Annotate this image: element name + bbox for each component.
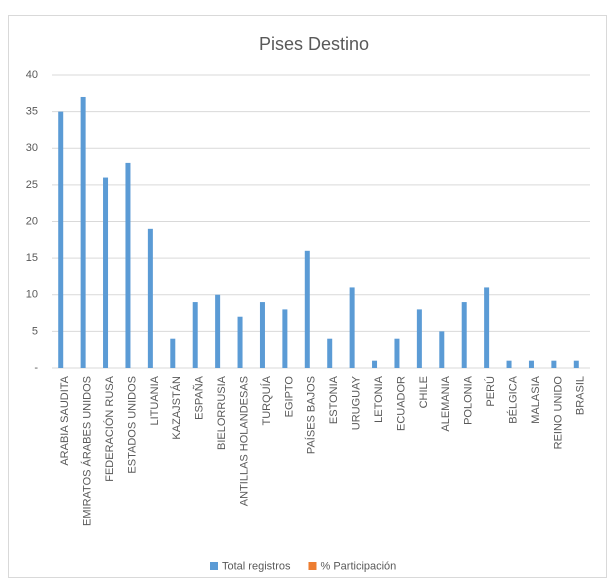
bar — [416, 309, 422, 368]
bar — [327, 338, 333, 368]
x-tick-label: ESTONIA — [328, 375, 340, 424]
bar — [80, 96, 86, 368]
bar — [461, 302, 467, 368]
x-tick-label: ARABIA SAUDITA — [59, 375, 71, 465]
bar — [439, 331, 445, 368]
x-tick-label: BIELORRUSIA — [216, 375, 228, 450]
legend-swatch — [308, 562, 317, 570]
y-tick-label: - — [34, 362, 38, 374]
bar — [372, 360, 378, 368]
x-tick-label: BRASIL — [575, 376, 587, 415]
y-tick-label: 5 — [32, 325, 38, 337]
bar — [506, 360, 512, 368]
x-tick-label: TURQUÍA — [260, 375, 273, 425]
bar — [192, 302, 198, 368]
x-tick-label: EGIPTO — [283, 376, 295, 418]
y-tick-label: 15 — [26, 252, 38, 264]
x-tick-label: LITUANIA — [149, 375, 161, 425]
x-tick-label: ANTILLAS HOLANDESAS — [238, 376, 250, 506]
bar — [147, 228, 153, 368]
y-tick-label: 20 — [26, 215, 38, 227]
bar — [215, 294, 221, 368]
bar — [528, 360, 534, 368]
x-tick-label: URUGUAY — [351, 375, 363, 430]
x-tick-label: CHILE — [418, 376, 430, 408]
legend-swatch — [210, 562, 218, 570]
bar — [237, 316, 243, 368]
x-tick-label: ECUADOR — [395, 376, 407, 431]
legend-label: % Participación — [320, 560, 396, 572]
bar — [349, 287, 355, 368]
bar — [282, 309, 288, 368]
bar — [58, 111, 64, 368]
x-tick-label: PAÍSES BAJOS — [305, 376, 318, 454]
legend-label: Total registros — [222, 560, 291, 572]
x-tick-label: FEDERACIÓN RUSA — [103, 375, 116, 481]
chart-title: Pises Destino — [259, 34, 369, 54]
x-tick-label: REINO UNIDO — [552, 376, 564, 450]
x-tick-label: ESPAÑA — [193, 375, 206, 419]
y-tick-label: 40 — [26, 69, 38, 81]
bar — [259, 302, 265, 368]
bar — [170, 338, 176, 368]
x-tick-label: MALASIA — [530, 375, 542, 423]
bar — [304, 250, 310, 368]
bar — [394, 338, 400, 368]
x-tick-label: PERÚ — [484, 376, 497, 407]
x-tick-label: BÉLGICA — [506, 375, 519, 423]
bar — [573, 360, 579, 368]
x-tick-label: POLONIA — [463, 375, 475, 425]
y-tick-label: 25 — [26, 179, 38, 191]
y-tick-label: 10 — [26, 289, 38, 301]
y-tick-label: 30 — [26, 142, 38, 154]
x-tick-label: ALEMANIA — [440, 375, 452, 431]
bar — [125, 162, 131, 368]
bar — [103, 177, 109, 368]
x-tick-label: ESTADOS UNIDOS — [126, 376, 138, 474]
x-tick-label: KAZAJSTÁN — [170, 376, 183, 440]
bar — [551, 360, 557, 368]
x-tick-label: EMIRATOS ÁRABES UNIDOS — [81, 376, 94, 526]
bar — [484, 287, 490, 368]
y-tick-label: 35 — [26, 106, 38, 118]
x-tick-label: LETONIA — [373, 375, 385, 423]
